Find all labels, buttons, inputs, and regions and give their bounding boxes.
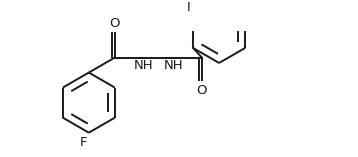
Text: I: I (187, 1, 191, 14)
Text: NH: NH (134, 59, 153, 72)
Text: O: O (110, 17, 120, 30)
Text: F: F (80, 136, 87, 149)
Text: NH: NH (164, 59, 183, 72)
Text: O: O (197, 84, 207, 97)
